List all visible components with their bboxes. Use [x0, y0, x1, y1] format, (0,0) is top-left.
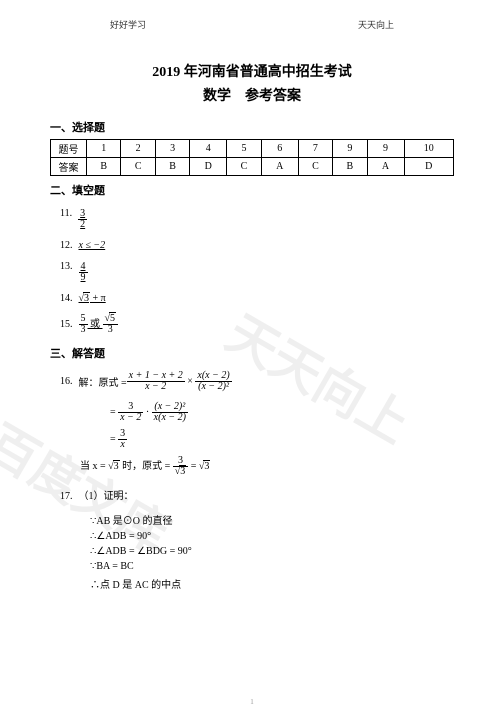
proof-line: ∴点 D 是 AC 的中点: [90, 576, 454, 591]
table-cell: C: [298, 158, 332, 176]
table-cell: A: [261, 158, 298, 176]
fill-item-15: 15. 5 3 或 5 3: [60, 314, 454, 335]
table-cell: 3: [155, 140, 189, 158]
tail-text: + π: [90, 293, 106, 304]
table-cell: A: [367, 158, 404, 176]
table-cell: B: [333, 158, 367, 176]
answer-fraction: 4 9: [79, 262, 88, 283]
table-cell: 6: [261, 140, 298, 158]
step-line-3: = 3 x: [110, 429, 454, 450]
table-cell: B: [87, 158, 121, 176]
table-cell: 9: [367, 140, 404, 158]
frac-right: (x − 2)² x(x − 2): [152, 402, 188, 423]
document-page: 好好学习 天天向上 2019 年河南省普通高中招生考试 数学 参考答案 一、选择…: [0, 0, 504, 605]
item-number: 13.: [60, 261, 73, 272]
denominator: 9: [79, 273, 88, 283]
denominator: x − 2: [127, 382, 185, 392]
table-row: 题号 1 2 3 4 5 6 7 9 9 10: [51, 140, 454, 158]
page-number: 1: [0, 698, 504, 706]
sqrt-result: 3: [199, 461, 211, 472]
sqrt: 3: [108, 461, 120, 472]
fill-item-14: 14. 3 + π: [60, 293, 454, 304]
table-header-cell: 题号: [51, 140, 87, 158]
item-number: 14.: [60, 293, 73, 304]
times: ×: [185, 376, 196, 387]
sqrt-value: 3: [83, 292, 90, 304]
fraction-b: 5 3: [103, 314, 119, 335]
fraction-a: 5 3: [79, 314, 88, 335]
section-3-heading: 三、解答题: [50, 345, 454, 361]
step-line-2: = 3 x − 2 · (x − 2)² x(x − 2): [110, 402, 454, 423]
solve-item-16: 16. 解：原式 = x + 1 − x + 2 x − 2 × x(x − 2…: [60, 371, 454, 392]
step-line-4: 当 x = 3 时，原式 = 3 3 = 3: [80, 456, 454, 477]
table-cell: 7: [298, 140, 332, 158]
table-cell: 2: [121, 140, 155, 158]
fill-item-13: 13. 4 9: [60, 261, 454, 283]
frac-right: x(x − 2) (x − 2)²: [195, 371, 231, 392]
page-header: 好好学习 天天向上: [50, 18, 454, 31]
table-cell: 5: [227, 140, 261, 158]
lead-text: 解：原式 =: [79, 374, 127, 389]
proof-line: ∴∠ADB = 90°: [90, 531, 454, 542]
table-cell: 1: [87, 140, 121, 158]
frac: 3 3: [173, 456, 189, 477]
item-number: 17.: [60, 491, 73, 502]
answer-fraction: 3 2: [78, 209, 87, 230]
mc-answers-table: 题号 1 2 3 4 5 6 7 9 9 10 答案 B C B D C A C…: [50, 139, 454, 176]
answer-text: 3 + π: [79, 293, 106, 304]
table-cell: B: [155, 158, 189, 176]
frac-left: 3 x − 2: [118, 402, 143, 423]
doc-title-line2: 数学 参考答案: [50, 85, 454, 105]
sqrt-value: 3: [179, 465, 186, 477]
table-cell: D: [190, 158, 227, 176]
denominator: x − 2: [118, 413, 143, 423]
denominator: 2: [78, 220, 87, 230]
table-row: 答案 B C B D C A C B A D: [51, 158, 454, 176]
denominator: x: [118, 440, 127, 450]
table-cell: C: [121, 158, 155, 176]
section-2-heading: 二、填空题: [50, 182, 454, 198]
mid-text: 时，原式 =: [122, 461, 173, 472]
doc-title-line1: 2019 年河南省普通高中招生考试: [50, 61, 454, 81]
answer-text: 5 3 或 5 3: [79, 314, 119, 335]
table-cell: 9: [333, 140, 367, 158]
denominator: 3: [103, 325, 119, 335]
frac: 3 x: [118, 429, 127, 450]
denominator: (x − 2)²: [195, 382, 231, 392]
sqrt-sign: 3: [79, 293, 91, 304]
solve-item-17: 17. （1）证明：: [60, 487, 454, 502]
frac-left: x + 1 − x + 2 x − 2: [127, 371, 185, 392]
table-cell: 10: [404, 140, 453, 158]
sqrt-value: 3: [113, 460, 120, 472]
denominator: x(x − 2): [152, 413, 188, 423]
table-cell: 4: [190, 140, 227, 158]
fill-item-12: 12. x ≤ −2: [60, 240, 454, 251]
header-right: 天天向上: [358, 18, 394, 31]
denominator: 3: [173, 467, 189, 477]
item-number: 16.: [60, 376, 73, 387]
sqrt-value: 3: [203, 460, 210, 472]
header-left: 好好学习: [110, 18, 146, 31]
or-text: 或: [90, 319, 100, 330]
lead-text: （1）证明：: [79, 487, 134, 502]
table-cell: C: [227, 158, 261, 176]
pre-text: 当 x =: [80, 461, 108, 472]
answer-text: x ≤ −2: [79, 240, 106, 251]
proof-line: ∴∠ADB = ∠BDG = 90°: [90, 546, 454, 557]
proof-line: ∵AB 是⊙O 的直径: [90, 512, 454, 527]
table-cell: D: [404, 158, 453, 176]
sqrt-value: 5: [109, 312, 116, 324]
table-header-cell: 答案: [51, 158, 87, 176]
denominator: 3: [79, 325, 88, 335]
fill-item-11: 11. 3 2: [60, 208, 454, 230]
section-1-heading: 一、选择题: [50, 119, 454, 135]
item-number: 12.: [60, 240, 73, 251]
eq: =: [191, 461, 199, 472]
proof-line: ∵BA = BC: [90, 561, 454, 572]
item-number: 11.: [60, 208, 72, 219]
item-number: 15.: [60, 319, 73, 330]
